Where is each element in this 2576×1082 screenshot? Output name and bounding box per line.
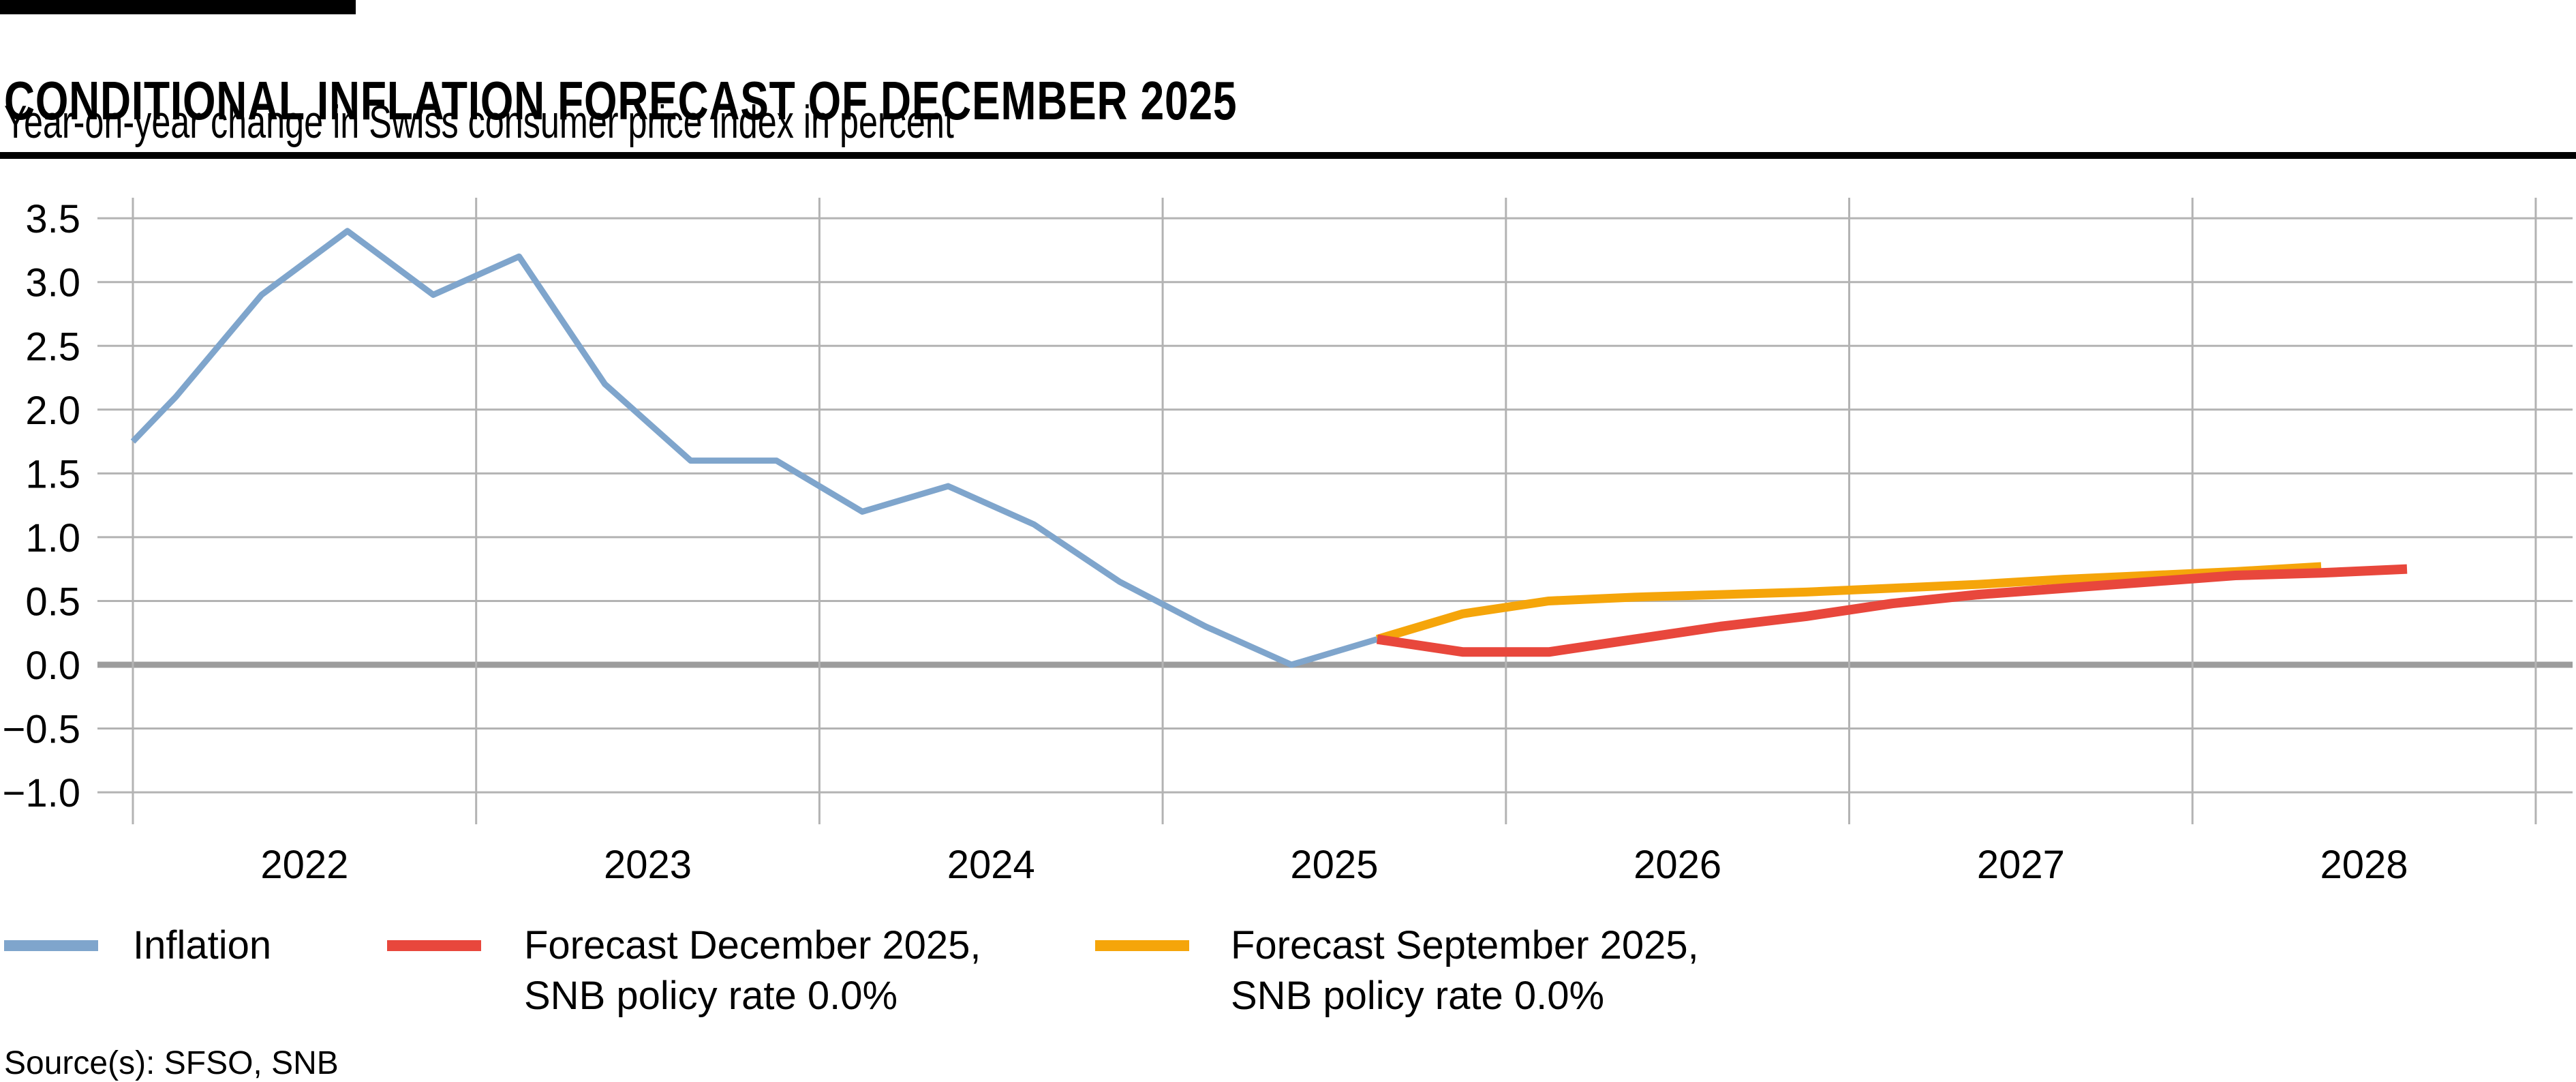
source-line: Source(s): SFSO, SNB	[4, 1045, 339, 1081]
page-title: CONDITIONAL INFLATION FORECAST OF DECEMB…	[4, 70, 1238, 131]
y-tick-label: 3.5	[25, 197, 80, 241]
x-axis-labels: 2022 2023 2024 2025 2026 2027 2028	[260, 843, 2408, 887]
inflation-legend-swatch	[4, 940, 98, 951]
forecast-december-legend-swatch	[387, 940, 481, 951]
x-tick-label: 2026	[1634, 843, 1721, 887]
y-tick-label: −0.5	[3, 708, 81, 752]
x-tick-label: 2024	[947, 843, 1035, 887]
y-tick-label: 0.0	[25, 644, 80, 688]
x-tick-label: 2022	[260, 843, 348, 887]
forecast-september-2025-line	[1376, 562, 2322, 644]
forecast-december-2025-line	[1376, 564, 2408, 657]
legend-text: Forecast December 2025,	[524, 923, 981, 967]
legend-text: Forecast September 2025,	[1231, 923, 1699, 967]
y-axis-labels: 3.5 3.0 2.5 2.0 1.5 1.0 0.5 0.0 −0.5 −1.0	[3, 197, 81, 815]
y-tick-label: 1.5	[25, 452, 80, 496]
y-tick-label: 3.0	[25, 261, 80, 305]
x-tick-label: 2028	[2320, 843, 2408, 887]
forecast-september-legend-label: Forecast September 2025, SNB policy rate…	[1231, 920, 1699, 1021]
y-tick-label: 0.5	[25, 580, 80, 624]
page-subtitle: Year-on-year change in Swiss consumer pr…	[4, 96, 954, 148]
legend-text: SNB policy rate 0.0%	[524, 974, 898, 1018]
y-tick-label: −1.0	[3, 771, 81, 815]
x-tick-label: 2025	[1290, 843, 1378, 887]
forecast-december-legend-label: Forecast December 2025, SNB policy rate …	[524, 920, 981, 1021]
inflation-legend-label: Inflation	[133, 920, 271, 971]
series-lines	[130, 228, 2408, 668]
forecast-september-legend-swatch	[1095, 940, 1189, 951]
title-divider	[0, 152, 2576, 159]
h-gridlines	[97, 217, 2573, 794]
v-gridlines	[132, 198, 2537, 824]
inflation-line	[130, 228, 1379, 668]
x-tick-label: 2023	[604, 843, 692, 887]
y-tick-label: 1.0	[25, 516, 80, 560]
y-tick-label: 2.0	[25, 389, 80, 433]
legend-text: SNB policy rate 0.0%	[1231, 974, 1605, 1018]
accent-bar	[0, 0, 356, 14]
legend-text: Inflation	[133, 923, 272, 967]
y-tick-label: 2.5	[25, 325, 80, 369]
x-tick-label: 2027	[1977, 843, 2065, 887]
